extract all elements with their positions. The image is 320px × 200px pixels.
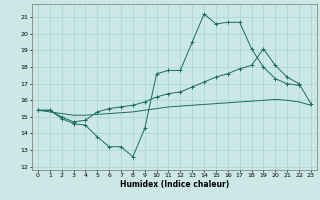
X-axis label: Humidex (Indice chaleur): Humidex (Indice chaleur) — [120, 180, 229, 189]
